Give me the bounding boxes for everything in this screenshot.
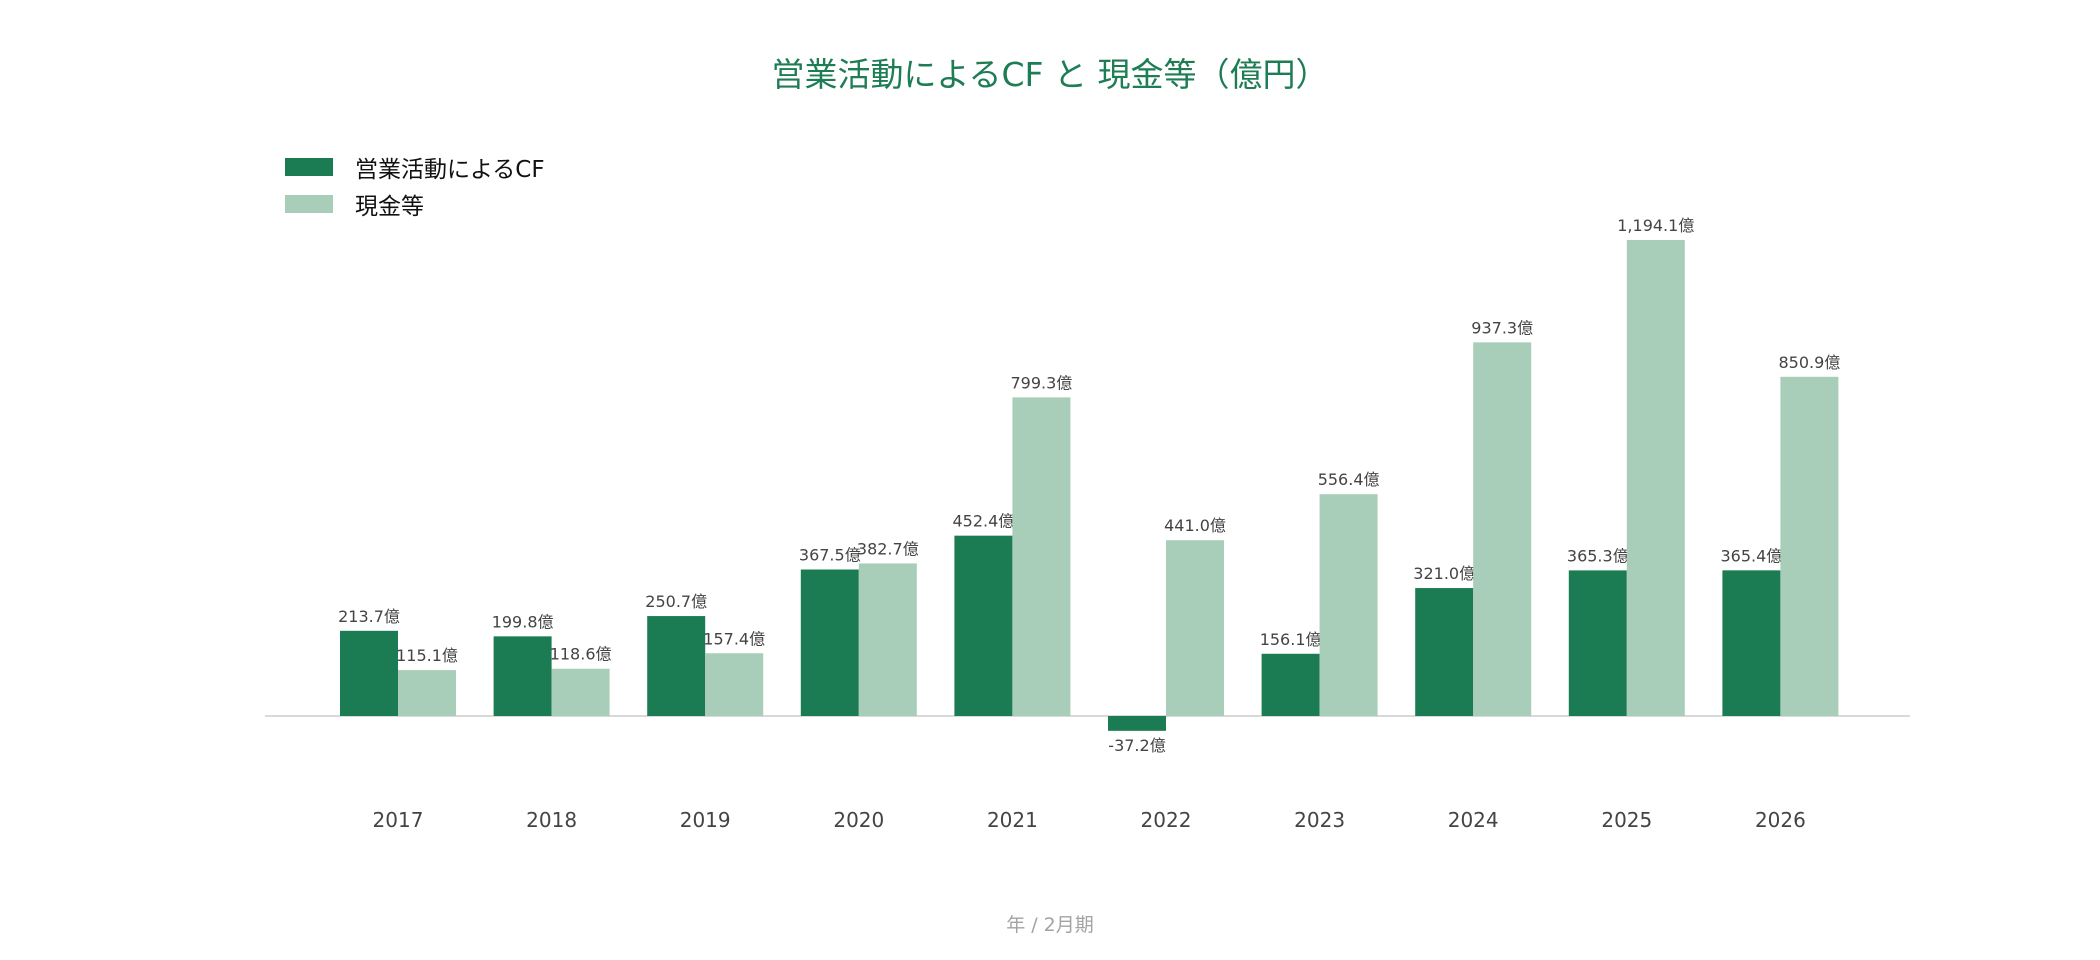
data-label-operating-cf-2018: 199.8億 (492, 612, 554, 631)
bar-cash-2021 (1012, 397, 1071, 716)
x-tick-label-2019: 2019 (680, 808, 731, 832)
bar-operating-cf-2022 (1108, 716, 1166, 731)
bar-cash-2022 (1166, 540, 1224, 716)
x-tick-label-2021: 2021 (987, 808, 1038, 832)
bar-cash-2026 (1780, 376, 1839, 716)
legend: 営業活動によるCF 現金等 (285, 148, 545, 222)
bar-operating-cf-2020 (800, 569, 859, 716)
data-label-operating-cf-2025: 365.3億 (1567, 546, 1629, 565)
data-label-operating-cf-2020: 367.5億 (799, 546, 861, 565)
x-tick-label-2022: 2022 (1141, 808, 1192, 832)
bar-cash-2024 (1473, 342, 1532, 716)
bar-cash-2019 (705, 653, 764, 716)
legend-swatch-series-2 (285, 194, 333, 213)
x-tick-label-2020: 2020 (833, 808, 884, 832)
data-label-cash-2025: 1,194.1億 (1617, 216, 1694, 235)
bar-operating-cf-2024 (1415, 588, 1474, 716)
data-label-cash-2021: 799.3億 (1010, 373, 1072, 392)
chart-title: 営業活動によるCF と 現金等（億円） (771, 55, 1329, 94)
data-label-operating-cf-2022: -37.2億 (1108, 736, 1165, 755)
legend-item-series-1: 営業活動によるCF (285, 148, 545, 185)
bar-cash-2023 (1319, 494, 1378, 716)
data-label-operating-cf-2017: 213.7億 (338, 607, 400, 626)
x-tick-label-2018: 2018 (526, 808, 577, 832)
data-label-cash-2019: 157.4億 (703, 629, 765, 648)
x-tick-label-2024: 2024 (1448, 808, 1499, 832)
bar-cash-2020 (858, 563, 917, 716)
bar-operating-cf-2019 (647, 616, 706, 716)
x-tick-label-2017: 2017 (373, 808, 424, 832)
bar-operating-cf-2017 (340, 630, 398, 716)
bar-operating-cf-2021 (954, 535, 1013, 716)
bar-operating-cf-2023 (1261, 653, 1320, 716)
bar-operating-cf-2025 (1568, 570, 1627, 716)
x-tick-label-2025: 2025 (1601, 808, 1652, 832)
legend-label-series-2: 現金等 (355, 193, 424, 220)
x-tick-label-2023: 2023 (1294, 808, 1345, 832)
bar-operating-cf-2018 (493, 636, 552, 716)
data-label-cash-2020: 382.7億 (857, 539, 919, 558)
bar-operating-cf-2026 (1722, 570, 1781, 716)
data-label-cash-2023: 556.4億 (1318, 470, 1380, 489)
x-tick-label-2026: 2026 (1755, 808, 1806, 832)
legend-item-series-2: 現金等 (285, 185, 545, 222)
data-label-operating-cf-2019: 250.7億 (645, 592, 707, 611)
legend-swatch-series-1 (285, 157, 333, 176)
data-label-operating-cf-2026: 365.4億 (1720, 546, 1782, 565)
data-label-operating-cf-2021: 452.4億 (952, 512, 1014, 531)
bar-cash-2025 (1626, 240, 1685, 716)
data-label-operating-cf-2023: 156.1億 (1260, 630, 1322, 649)
data-label-operating-cf-2024: 321.0億 (1413, 564, 1475, 583)
data-label-cash-2022: 441.0億 (1164, 516, 1226, 535)
data-label-cash-2018: 118.6億 (550, 645, 612, 664)
bar-cash-2018 (551, 668, 610, 716)
bar-cash-2017 (398, 670, 456, 716)
data-label-cash-2017: 115.1億 (396, 646, 458, 665)
x-axis-label: 年 / 2月期 (1006, 914, 1094, 936)
data-label-cash-2026: 850.9億 (1778, 353, 1840, 372)
data-label-cash-2024: 937.3億 (1471, 318, 1533, 337)
legend-label-series-1: 営業活動によるCF (355, 156, 545, 183)
